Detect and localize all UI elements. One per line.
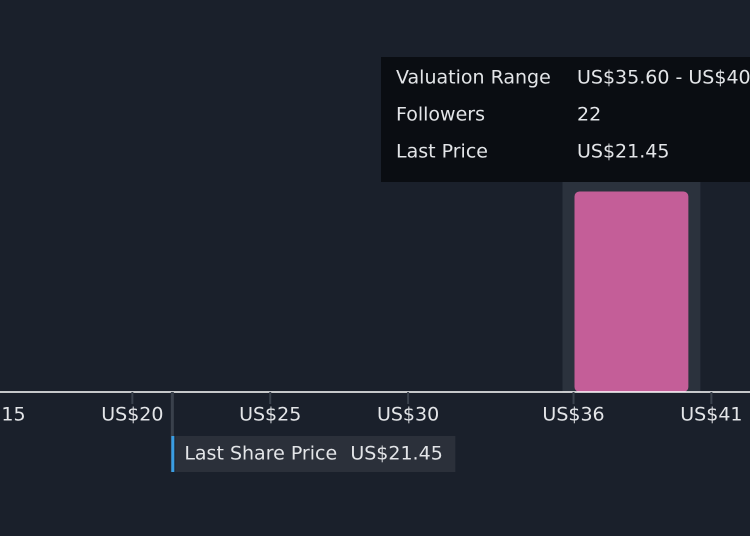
- bar: [574, 191, 689, 392]
- tooltip-value: US$21.45: [577, 141, 669, 163]
- tooltip-label: Last Price: [396, 141, 488, 163]
- x-tick-label: US$20: [101, 404, 163, 426]
- x-tick-label: US$25: [239, 404, 301, 426]
- tooltip-value: US$35.60 - US$40: [577, 67, 750, 89]
- tooltip: [381, 57, 750, 182]
- last-price-value: US$21.45: [350, 443, 442, 465]
- last-price-tick: [171, 436, 175, 472]
- tooltip-value: 22: [577, 104, 601, 126]
- tooltip-label: Followers: [396, 104, 485, 126]
- tooltip-label: Valuation Range: [396, 67, 551, 89]
- x-tick-label: US$36: [542, 404, 604, 426]
- last-price-label: Last Share Price: [184, 443, 337, 465]
- x-tick-label: US$30: [377, 404, 439, 426]
- last-price-box: [175, 436, 456, 472]
- x-tick-label: US$15: [0, 404, 26, 426]
- x-tick-label: US$41: [680, 404, 742, 426]
